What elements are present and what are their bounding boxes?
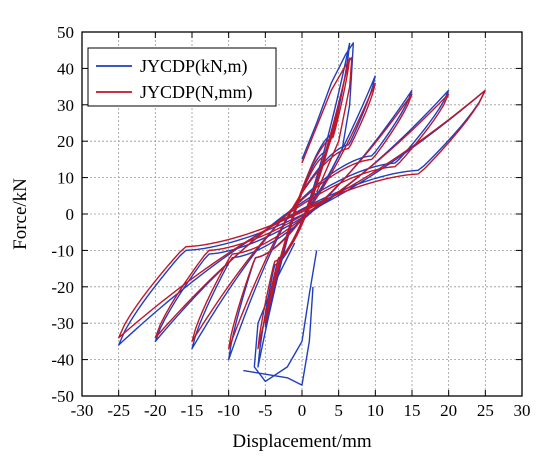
y-tick-label: -50 [51, 387, 74, 406]
series-1-excursion-0 [301, 56, 353, 193]
series-1-loop-5 [117, 89, 486, 339]
x-tick-label: 10 [367, 401, 384, 420]
series-0-loop-5 [117, 89, 486, 346]
x-axis-title: Displacement/mm [232, 431, 372, 452]
y-tick-label: -30 [51, 314, 74, 333]
x-tick-label: 20 [440, 401, 457, 420]
x-tick-label: -30 [71, 401, 94, 420]
y-tick-label: 40 [57, 59, 74, 78]
x-tick-label: 5 [334, 401, 343, 420]
series-1-loop-1 [257, 57, 351, 350]
series-1-loop-2 [227, 82, 377, 350]
y-tick-label: -20 [51, 278, 74, 297]
x-tick-label: -25 [107, 401, 130, 420]
y-tick-label: 10 [57, 169, 74, 188]
series-1 [117, 56, 486, 350]
x-tick-label: -20 [144, 401, 167, 420]
legend-label-0: JYCDP(kN,m) [140, 56, 248, 77]
series-1-loop-4 [154, 93, 450, 339]
x-tick-label: -5 [258, 401, 272, 420]
series-1-loop-0 [264, 108, 340, 324]
legend: JYCDP(kN,m) JYCDP(N,mm) [87, 47, 277, 107]
y-tick-label: 0 [66, 205, 75, 224]
x-tick-label: 0 [298, 401, 307, 420]
y-tick-label: 20 [57, 132, 74, 151]
ticks: -30 -25 -20 -15 -10 -5 0 5 10 15 20 25 30-50-40-30-2… [51, 23, 530, 420]
legend-box [87, 47, 277, 107]
legend-label-1: JYCDP(N,mm) [140, 82, 253, 103]
y-tick-label: -10 [51, 241, 74, 260]
x-tick-label: 30 [514, 401, 531, 420]
series-0-excursion-2 [243, 286, 314, 386]
y-tick-label: 50 [57, 23, 74, 42]
x-tick-label: 15 [404, 401, 421, 420]
x-tick-label: -10 [217, 401, 240, 420]
y-tick-label: 30 [57, 96, 74, 115]
y-axis-title: Force/kN [10, 178, 31, 250]
x-tick-label: -15 [181, 401, 204, 420]
series-0-excursion-0 [301, 42, 355, 204]
x-tick-label: 25 [477, 401, 494, 420]
y-tick-label: -40 [51, 351, 74, 370]
series-layer [117, 42, 486, 386]
series-0-excursion-1 [253, 242, 318, 383]
